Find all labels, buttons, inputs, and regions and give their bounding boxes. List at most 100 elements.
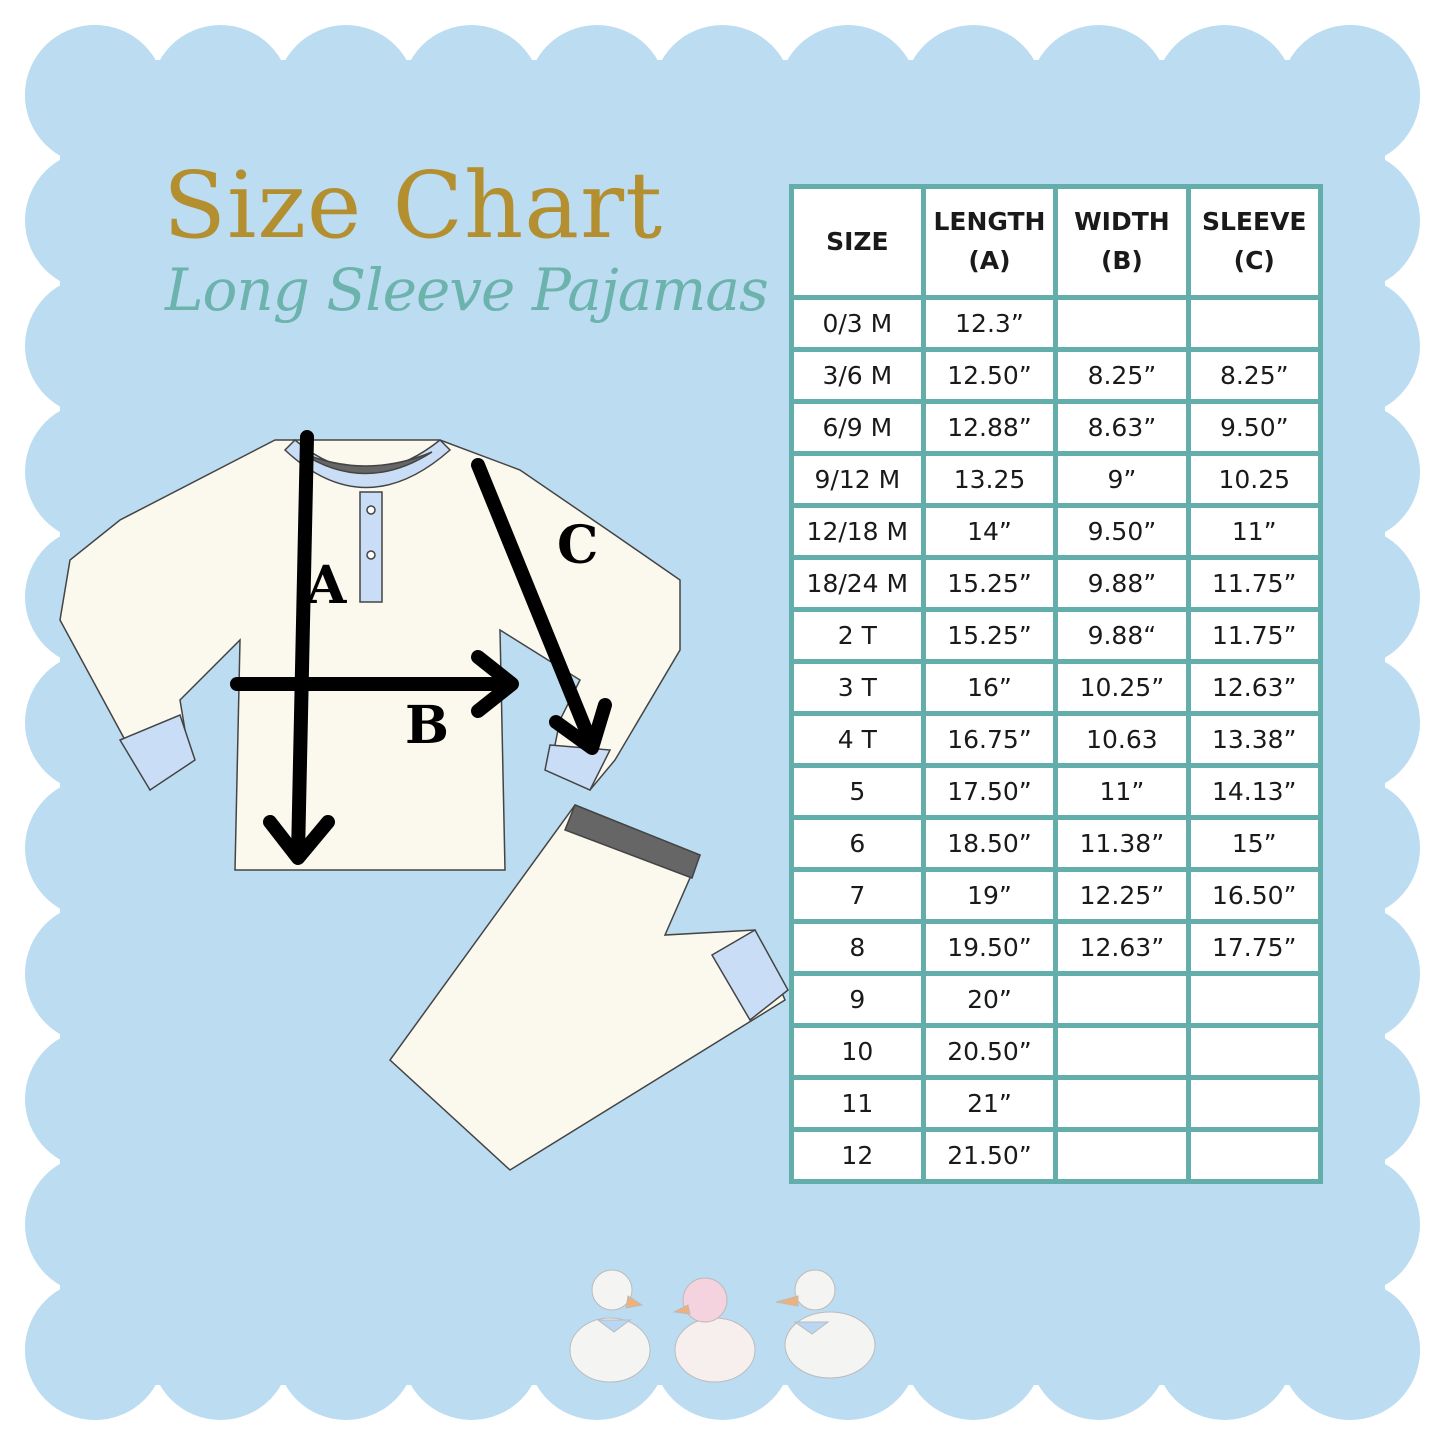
pajama-shirt — [59, 438, 681, 871]
table-cell: 15.25” — [925, 612, 1054, 659]
table-cell — [1058, 1080, 1186, 1127]
table-row: 7 19” 12.25” 16.50” — [794, 872, 1318, 919]
scallop — [25, 778, 165, 918]
table-cell: 14.13” — [1190, 768, 1318, 815]
table-row: 12/18 M 14” 9.50” 11” — [794, 508, 1318, 555]
table-cell: 2 T — [794, 612, 921, 659]
scallop — [25, 1154, 165, 1295]
table-cell: 12.25” — [1058, 872, 1186, 919]
scallop — [903, 25, 1044, 165]
table-row: 6/9 M 12.88” 8.63” 9.50” — [794, 404, 1318, 451]
scallop — [1029, 25, 1169, 165]
duck-icon — [672, 1277, 756, 1383]
table-cell: 12 — [794, 1132, 921, 1179]
table-cell: 9” — [1058, 456, 1186, 503]
table-row: 8 19.50” 12.63” 17.75” — [794, 924, 1318, 971]
table-cell: 21” — [925, 1080, 1054, 1127]
table-cell: 12/18 M — [794, 508, 921, 555]
table-cell: 3/6 M — [794, 352, 921, 399]
duck-illustrations — [569, 1269, 876, 1383]
table-cell: 11.75” — [1190, 560, 1318, 607]
scallop — [527, 25, 667, 165]
scallop — [778, 25, 918, 165]
scallop — [25, 903, 165, 1044]
table-cell: 19” — [925, 872, 1054, 919]
table-cell: 14” — [925, 508, 1054, 555]
table-row: 10 20.50” — [794, 1028, 1318, 1075]
table-cell — [1190, 300, 1318, 347]
table-cell: 13.25 — [925, 456, 1054, 503]
scallop — [1280, 1280, 1420, 1420]
table-cell — [1190, 1080, 1318, 1127]
table-cell: 10.25 — [1190, 456, 1318, 503]
scallop — [401, 1280, 542, 1420]
table-cell: 16.50” — [1190, 872, 1318, 919]
scallop — [1154, 1280, 1295, 1420]
table-cell — [1190, 1132, 1318, 1179]
table-cell: 15” — [1190, 820, 1318, 867]
table-cell: 12.50” — [925, 352, 1054, 399]
table-cell: 9.50” — [1058, 508, 1186, 555]
table-cell: 20” — [925, 976, 1054, 1023]
table-cell: 11” — [1190, 508, 1318, 555]
table-cell: 11.38” — [1058, 820, 1186, 867]
pajama-pants — [389, 804, 789, 1171]
table-cell — [1058, 1132, 1186, 1179]
table-cell: 13.38” — [1190, 716, 1318, 763]
label-sleeve-c: C — [557, 515, 599, 576]
arrow-width-b-head — [471, 650, 519, 718]
arrow-length-a — [291, 430, 314, 862]
table-cell: 10.63 — [1058, 716, 1186, 763]
table-cell: 6 — [794, 820, 921, 867]
table-cell: 9 — [794, 976, 921, 1023]
table-cell: 4 T — [794, 716, 921, 763]
scallop — [25, 1280, 165, 1420]
table-cell: 10.25” — [1058, 664, 1186, 711]
table-cell: 12.88” — [925, 404, 1054, 451]
table-cell — [1058, 976, 1186, 1023]
table-cell: 20.50” — [925, 1028, 1054, 1075]
table-cell: 12.63” — [1058, 924, 1186, 971]
table-row: 6 18.50” 11.38” 15” — [794, 820, 1318, 867]
table-row: 3/6 M 12.50” 8.25” 8.25” — [794, 352, 1318, 399]
table-row: 4 T 16.75” 10.63 13.38” — [794, 716, 1318, 763]
table-cell: 16” — [925, 664, 1054, 711]
table-cell — [1190, 1028, 1318, 1075]
table-row: 18/24 M 15.25” 9.88” 11.75” — [794, 560, 1318, 607]
table-cell: 12.3” — [925, 300, 1054, 347]
scallop — [903, 1280, 1044, 1420]
scallop — [1029, 1280, 1169, 1420]
page-subtitle: Long Sleeve Pajamas — [165, 256, 769, 324]
table-cell: 12.63” — [1190, 664, 1318, 711]
table-cell: 15.25” — [925, 560, 1054, 607]
table-cell: 9.50” — [1190, 404, 1318, 451]
label-width-b: B — [405, 695, 449, 756]
table-row: 5 17.50” 11” 14.13” — [794, 768, 1318, 815]
table-cell: 18.50” — [925, 820, 1054, 867]
column-header: LENGTH (A) — [925, 189, 1054, 295]
scallop — [1280, 1154, 1420, 1295]
scallop — [401, 25, 542, 165]
table-cell: 9/12 M — [794, 456, 921, 503]
table-cell: 17.75” — [1190, 924, 1318, 971]
table-cell — [1190, 976, 1318, 1023]
table-cell: 11 — [794, 1080, 921, 1127]
table-row: 2 T 15.25” 9.88“ 11.75” — [794, 612, 1318, 659]
arrow-sleeve-c — [471, 458, 599, 752]
scallop — [276, 1280, 416, 1420]
table-row: 0/3 M 12.3” — [794, 300, 1318, 347]
table-cell: 6/9 M — [794, 404, 921, 451]
table-cell: 8.63” — [1058, 404, 1186, 451]
table-cell: 0/3 M — [794, 300, 921, 347]
table-row: 9/12 M 13.25 9” 10.25 — [794, 456, 1318, 503]
table-row: 3 T 16” 10.25” 12.63” — [794, 664, 1318, 711]
table-cell: 8.25” — [1058, 352, 1186, 399]
arrow-length-a-head — [263, 815, 335, 865]
scallop — [25, 1029, 165, 1169]
column-header: SIZE — [794, 189, 921, 295]
column-header: SLEEVE (C) — [1190, 189, 1318, 295]
table-cell: 16.75” — [925, 716, 1054, 763]
table-row: 12 21.50” — [794, 1132, 1318, 1179]
